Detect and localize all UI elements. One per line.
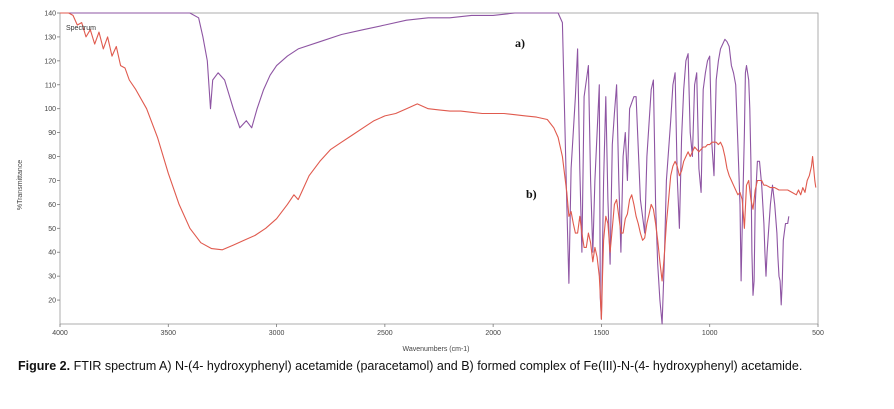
y-tick-label: 70 xyxy=(48,178,56,185)
y-tick-label: 80 xyxy=(48,154,56,161)
plot-frame xyxy=(59,12,819,325)
y-tick-label: 20 xyxy=(48,298,56,305)
y-tick-label: 100 xyxy=(44,106,56,113)
y-tick-label: 60 xyxy=(48,202,56,209)
series-label-a: a) xyxy=(515,36,525,50)
spectrum-annotation: Spectrum xyxy=(66,25,96,32)
chart-axes: 4000 3500 3000 2500 2000 1500 1000 500 20 30 40 50 6… xyxy=(44,11,824,338)
x-tick-label: 500 xyxy=(812,330,824,337)
y-tick-label: 50 xyxy=(48,226,56,233)
figure-caption: Figure 2. FTIR spectrum A) N-(4- hydroxy… xyxy=(18,358,876,375)
y-tick-label: 30 xyxy=(48,274,56,281)
chart-series-layer xyxy=(60,12,817,325)
x-tick-label: 3500 xyxy=(160,330,176,337)
series-line-a xyxy=(60,12,790,325)
x-axis-title: Wavenumbers (cm-1) xyxy=(402,346,469,353)
x-tick-label: 4000 xyxy=(52,330,68,337)
x-tick-label: 1500 xyxy=(594,330,610,337)
y-tick-label: 90 xyxy=(48,130,56,137)
y-tick-label: 130 xyxy=(44,34,56,41)
x-tick-label: 2500 xyxy=(377,330,393,337)
y-tick-label: 110 xyxy=(45,82,56,89)
x-tick-label: 1000 xyxy=(702,330,718,337)
x-tick-label: 2000 xyxy=(485,330,501,337)
figure-label: Figure 2. xyxy=(18,359,71,373)
series-label-b: b) xyxy=(526,187,537,201)
x-tick-label: 3000 xyxy=(269,330,285,337)
y-tick-label: 140 xyxy=(44,11,56,18)
y-tick-label: 40 xyxy=(48,250,56,257)
y-tick-label: 120 xyxy=(44,58,56,65)
series-line-b xyxy=(60,12,817,320)
caption-text: FTIR spectrum A) N-(4- hydroxyphenyl) ac… xyxy=(73,359,803,373)
y-axis-title: %Transmittance xyxy=(17,160,24,210)
